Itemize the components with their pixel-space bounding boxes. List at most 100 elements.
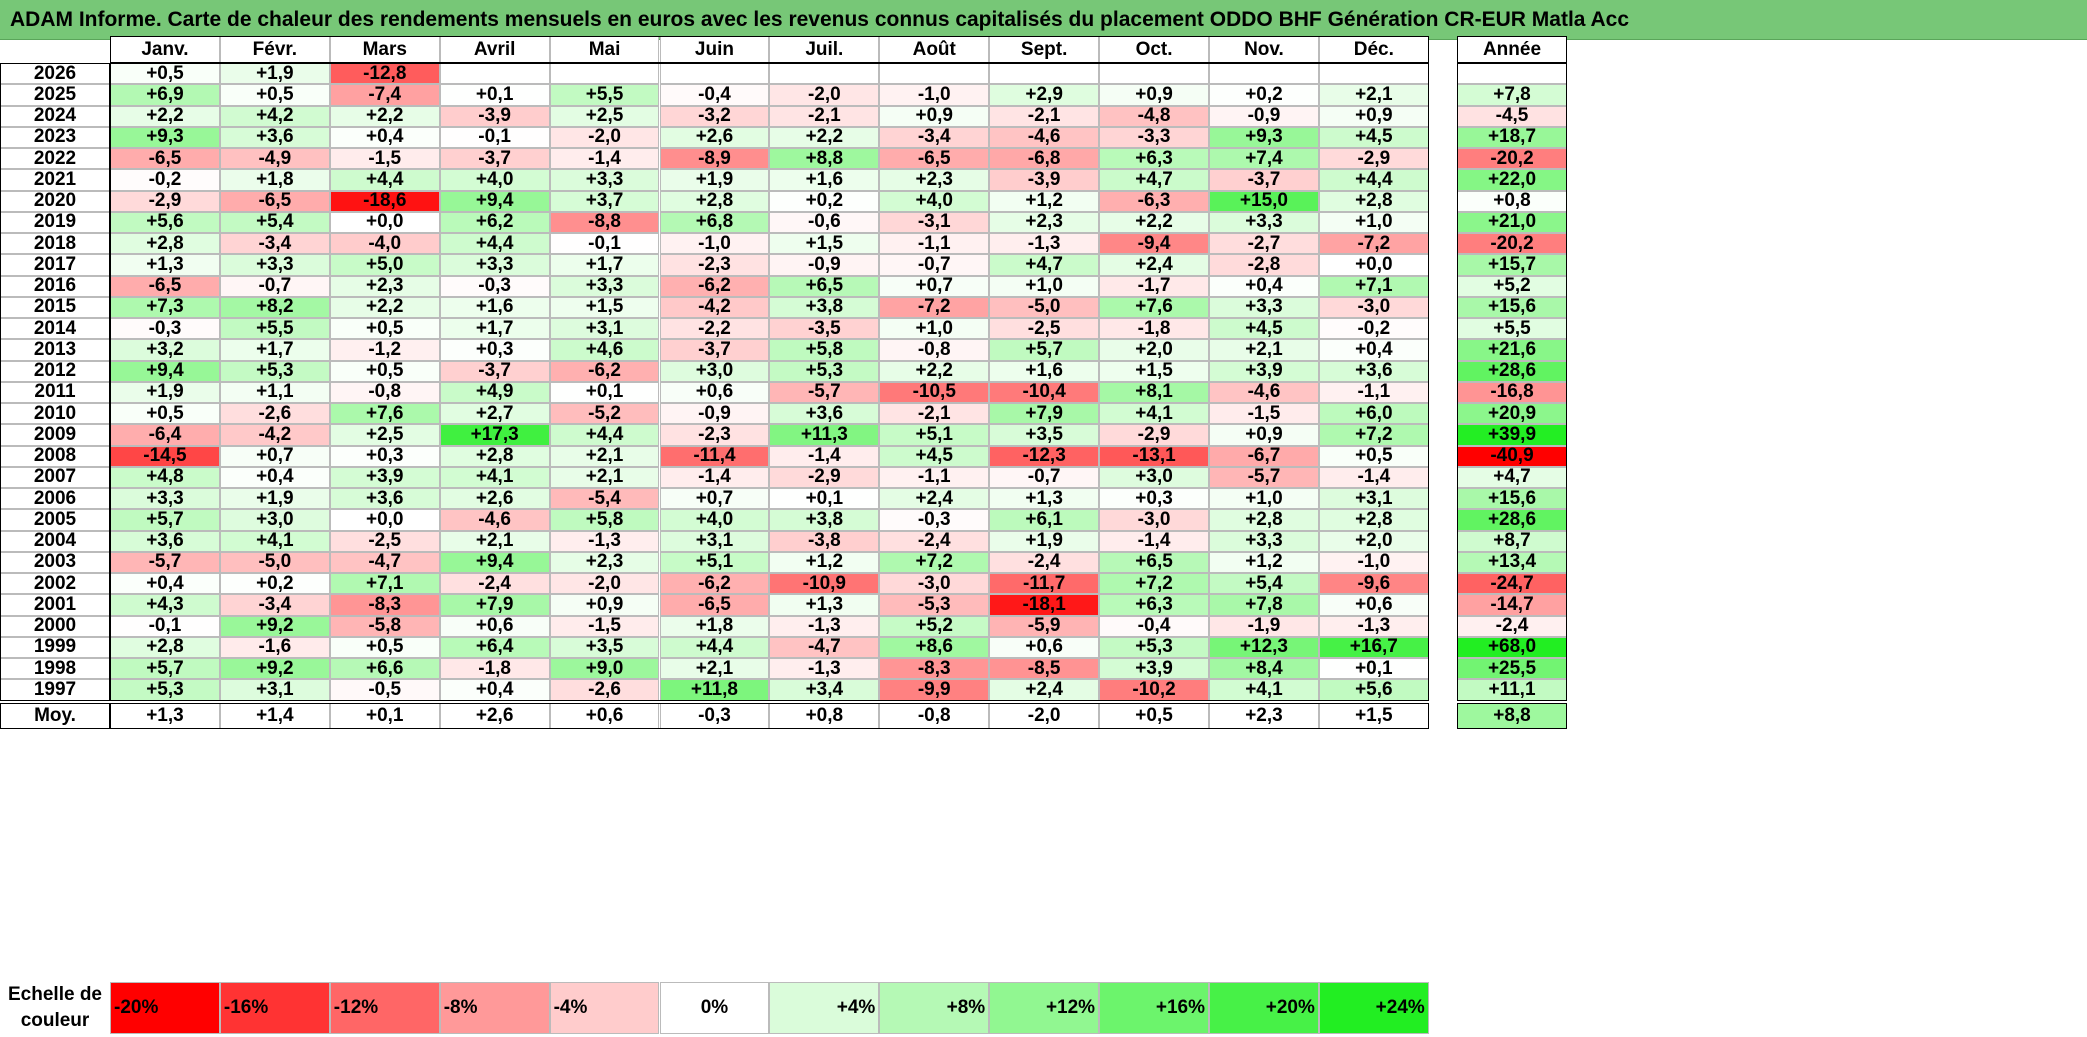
heatmap-cell: -6,8 <box>989 148 1100 170</box>
heatmap-cell: -5,3 <box>879 594 990 616</box>
heatmap-cell: +2,0 <box>1318 530 1429 552</box>
heatmap-cell: +4,6 <box>549 339 660 361</box>
heatmap-cell: -1,3 <box>769 615 880 637</box>
average-cell: +0,6 <box>549 702 660 729</box>
heatmap-cell: +5,3 <box>769 360 880 382</box>
heatmap-cell: -6,2 <box>549 360 660 382</box>
year-label: 2020 <box>0 190 110 212</box>
heatmap-cell: +4,5 <box>879 445 990 467</box>
heatmap-cell: -4,9 <box>219 148 330 170</box>
heatmap-cell: -1,5 <box>329 148 440 170</box>
annual-cell: +15,7 <box>1457 254 1567 276</box>
heatmap-cell: +0,9 <box>1318 105 1429 127</box>
heatmap-cell: -11,4 <box>659 445 770 467</box>
scale-swatch: -20% <box>110 982 220 1034</box>
heatmap-cell: +0,6 <box>989 636 1100 658</box>
heatmap-cell: +3,3 <box>439 254 550 276</box>
heatmap-cell: +6,3 <box>1099 148 1209 170</box>
heatmap-cell: -4,2 <box>659 296 770 318</box>
heatmap-cell: -2,4 <box>439 573 550 595</box>
heatmap-cell: -1,8 <box>1099 318 1209 340</box>
heatmap-cell: -3,8 <box>769 530 880 552</box>
annual-cell: -14,7 <box>1457 594 1567 616</box>
heatmap-cell: -6,3 <box>1099 190 1209 212</box>
heatmap-cell: -2,5 <box>989 318 1100 340</box>
heatmap-cell: -3,0 <box>1318 296 1429 318</box>
heatmap-cell: +9,4 <box>439 190 550 212</box>
heatmap-cell: +2,3 <box>549 551 660 573</box>
month-header: Sept. <box>989 36 1100 63</box>
heatmap-cell: +2,8 <box>659 190 770 212</box>
heatmap-cell: +1,3 <box>110 254 220 276</box>
year-label: 2017 <box>0 254 110 276</box>
heatmap-cell: +8,6 <box>879 636 990 658</box>
heatmap-cell: -14,5 <box>110 445 220 467</box>
heatmap-cell: +1,8 <box>219 169 330 191</box>
year-label: 2011 <box>0 381 110 403</box>
heatmap-cell: +4,0 <box>439 169 550 191</box>
heatmap-cell: +3,0 <box>219 509 330 531</box>
heatmap-cell: +9,3 <box>110 126 220 148</box>
heatmap-cell: +2,8 <box>1209 509 1319 531</box>
heatmap-cell: -2,3 <box>659 424 770 446</box>
heatmap-cell: -5,8 <box>329 615 440 637</box>
heatmap-cell: -4,8 <box>1099 105 1209 127</box>
heatmap-cell: +2,5 <box>329 424 440 446</box>
heatmap-cell: -1,6 <box>219 636 330 658</box>
heatmap-cell: +3,1 <box>219 679 330 701</box>
year-label: 2025 <box>0 84 110 106</box>
heatmap-cell: +0,3 <box>329 445 440 467</box>
heatmap-cell: +5,6 <box>110 211 220 233</box>
heatmap-cell: -2,0 <box>549 573 660 595</box>
heatmap-cell: -1,3 <box>989 233 1100 255</box>
scale-swatch: 0% <box>659 982 770 1034</box>
heatmap-cell: -3,7 <box>659 339 770 361</box>
heatmap-cell: +0,5 <box>110 403 220 425</box>
heatmap-cell: +4,7 <box>989 254 1100 276</box>
heatmap-cell: +6,9 <box>110 84 220 106</box>
month-header: Mai <box>549 36 660 63</box>
annual-cell: +8,7 <box>1457 530 1567 552</box>
year-label: 2002 <box>0 573 110 595</box>
heatmap-cell: +8,8 <box>769 148 880 170</box>
annual-cell: +20,9 <box>1457 403 1567 425</box>
heatmap-cell: -5,7 <box>110 551 220 573</box>
heatmap-cell: +3,3 <box>219 254 330 276</box>
heatmap-cell: +0,3 <box>1099 488 1209 510</box>
heatmap-cell: -5,9 <box>989 615 1100 637</box>
heatmap-cell: +1,9 <box>219 488 330 510</box>
heatmap-cell <box>1318 63 1429 85</box>
heatmap-cell: -4,6 <box>439 509 550 531</box>
heatmap-cell: +5,6 <box>1318 679 1429 701</box>
annual-cell: +5,5 <box>1457 318 1567 340</box>
heatmap-cell: +1,9 <box>989 530 1100 552</box>
annual-cell: +15,6 <box>1457 488 1567 510</box>
heatmap-cell: +2,2 <box>329 296 440 318</box>
heatmap-cell: +2,1 <box>549 466 660 488</box>
heatmap-cell: +0,5 <box>329 636 440 658</box>
heatmap-cell: -8,3 <box>329 594 440 616</box>
heatmap-cell: +1,0 <box>1318 211 1429 233</box>
heatmap-cell: +5,7 <box>110 658 220 680</box>
heatmap-cell <box>659 63 770 85</box>
heatmap-cell: -1,0 <box>879 84 990 106</box>
heatmap-cell: -2,9 <box>1099 424 1209 446</box>
heatmap-cell: +5,3 <box>110 679 220 701</box>
heatmap-cell: -7,2 <box>1318 233 1429 255</box>
heatmap-cell: -9,6 <box>1318 573 1429 595</box>
heatmap-cell: +0,5 <box>1318 445 1429 467</box>
heatmap-cell: +0,1 <box>439 84 550 106</box>
heatmap-cell: +0,4 <box>439 679 550 701</box>
heatmap-cell: +7,2 <box>879 551 990 573</box>
year-label: 2015 <box>0 296 110 318</box>
heatmap-cell: +7,2 <box>1318 424 1429 446</box>
heatmap-cell: -4,6 <box>989 126 1100 148</box>
heatmap-cell: +4,1 <box>1209 679 1319 701</box>
average-cell: -0,3 <box>659 702 770 729</box>
heatmap-cell: +0,5 <box>110 63 220 85</box>
heatmap-cell: +7,4 <box>1209 148 1319 170</box>
heatmap-cell: -1,3 <box>1318 615 1429 637</box>
average-cell: +1,3 <box>110 702 220 729</box>
annual-cell: +15,6 <box>1457 296 1567 318</box>
heatmap-cell: -0,1 <box>439 126 550 148</box>
